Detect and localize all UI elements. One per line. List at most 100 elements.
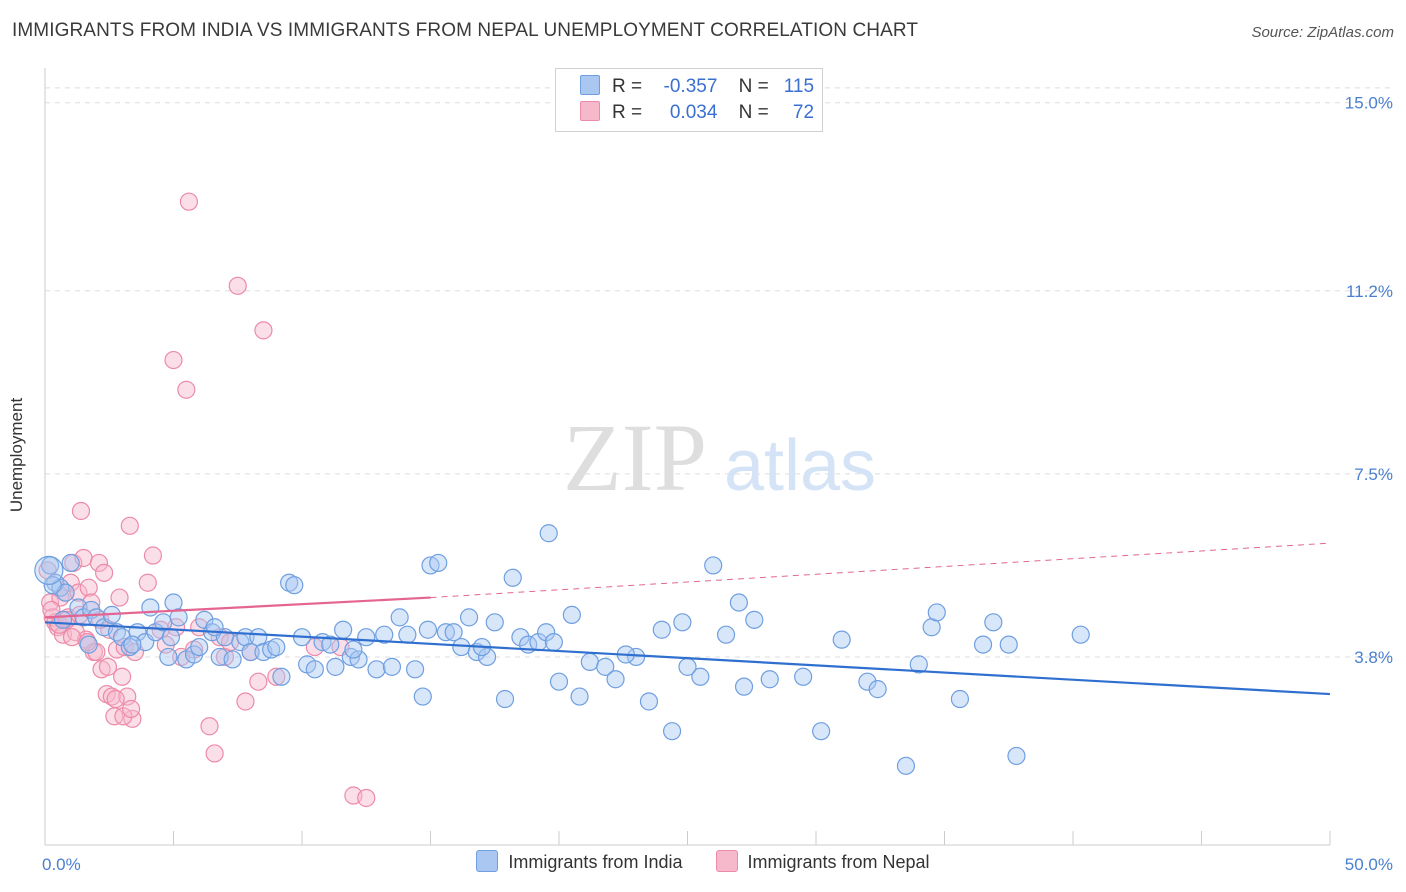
nepal-point-46 xyxy=(200,717,219,736)
nepal-point-69 xyxy=(106,689,125,709)
india-point-67 xyxy=(511,628,530,647)
nepal-point-20 xyxy=(89,553,109,573)
nepal-legend-label: Immigrants from Nepal xyxy=(747,852,930,872)
legend-row-india: R = -0.357 N = 115 xyxy=(580,75,814,101)
india-point-80 xyxy=(652,620,671,639)
india-point-50 xyxy=(375,625,394,644)
india-point-55 xyxy=(413,687,432,706)
india-point-cluster xyxy=(34,555,64,585)
nepal-point-36 xyxy=(143,546,163,565)
nepal-point-70 xyxy=(114,707,133,726)
india-trend-line xyxy=(44,621,1331,696)
watermark-zip: ZIP xyxy=(563,404,707,511)
nepal-point-54 xyxy=(249,672,268,691)
india-point-41 xyxy=(305,660,324,679)
y-tick-label-0: 3.8% xyxy=(1354,648,1393,667)
india-point-16 xyxy=(141,598,160,617)
india-point-47 xyxy=(349,650,368,669)
india-r-label: R = xyxy=(612,76,643,97)
india-point-115 xyxy=(539,524,558,543)
india-point-59 xyxy=(444,623,463,642)
nepal-swatch xyxy=(580,101,600,121)
india-point-58 xyxy=(436,623,456,642)
nepal-point-12 xyxy=(69,583,88,602)
legend-row-nepal: R = 0.034 N = 72 xyxy=(580,101,814,127)
india-point-24 xyxy=(190,637,209,657)
nepal-point-43 xyxy=(179,192,199,211)
india-point-86 xyxy=(729,593,749,612)
nepal-point-1 xyxy=(41,593,60,612)
nepal-point-60 xyxy=(357,788,376,808)
nepal-point-19 xyxy=(87,642,106,662)
india-point-111 xyxy=(267,637,286,657)
trend-lines xyxy=(44,542,1331,696)
nepal-n-value: 72 xyxy=(792,102,815,123)
india-point-52 xyxy=(390,608,409,627)
nepal-point-47 xyxy=(205,744,224,763)
india-point-96 xyxy=(909,655,928,674)
india-point-105 xyxy=(43,576,62,595)
india-point-36 xyxy=(272,667,291,686)
nepal-point-35 xyxy=(138,573,157,592)
y-tick-label-2: 11.2% xyxy=(1346,282,1393,301)
india-point-11 xyxy=(107,623,127,642)
india-point-79 xyxy=(639,692,659,711)
india-point-75 xyxy=(580,652,599,672)
watermark-atlas: atlas xyxy=(724,426,876,506)
india-point-93 xyxy=(858,672,877,691)
nepal-r-label: R = xyxy=(612,102,643,123)
nepal-point-61 xyxy=(42,600,61,620)
india-point-104 xyxy=(1071,625,1090,644)
india-point-71 xyxy=(544,633,563,652)
india-r-value: -0.357 xyxy=(663,76,718,97)
correlation-legend: R = -0.357 N = 115 R = 0.034 N = 72 xyxy=(555,68,823,132)
india-point-43 xyxy=(321,635,340,654)
india-point-21 xyxy=(169,608,188,627)
india-point-99 xyxy=(950,689,970,709)
nepal-point-51 xyxy=(228,276,247,295)
india-point-117 xyxy=(678,657,697,676)
nepal-point-64 xyxy=(62,628,82,647)
india-point-103 xyxy=(1007,746,1026,766)
india-swatch xyxy=(580,75,600,95)
india-point-88 xyxy=(745,610,764,629)
india-point-45 xyxy=(334,620,353,639)
india-point-63 xyxy=(477,647,497,667)
india-point-73 xyxy=(562,605,581,625)
india-point-82 xyxy=(673,613,692,632)
india-point-49 xyxy=(367,660,386,679)
india-point-95 xyxy=(896,756,916,775)
india-point-76 xyxy=(596,657,615,676)
india-point-81 xyxy=(662,722,682,741)
india-point-113 xyxy=(418,620,438,639)
india-point-90 xyxy=(794,667,813,686)
india-point-94 xyxy=(868,680,887,699)
india-point-64 xyxy=(485,613,504,632)
india-point-53 xyxy=(398,625,417,644)
nepal-point-68 xyxy=(98,657,118,676)
india-point-32 xyxy=(241,642,260,662)
india-point-108 xyxy=(123,635,142,654)
india-legend-label: Immigrants from India xyxy=(508,852,683,872)
india-series xyxy=(34,524,1090,775)
nepal-trend-line xyxy=(44,596,431,619)
nepal-n-label: N = xyxy=(738,102,769,123)
india-point-54 xyxy=(405,660,425,679)
nepal-point-52 xyxy=(236,692,255,711)
india-point-60 xyxy=(452,637,471,657)
nepal-point-42 xyxy=(177,380,196,399)
nepal-point-16 xyxy=(79,578,98,597)
legend-item-india: Immigrants from India xyxy=(476,850,682,873)
nepal-point-9 xyxy=(61,573,80,592)
axes xyxy=(44,68,1331,846)
x-tick-labels: 0.0% 50.0% xyxy=(42,855,1393,874)
india-point-38 xyxy=(285,576,304,595)
series-legend: Immigrants from India Immigrants from Ne… xyxy=(0,850,1406,873)
india-point-61 xyxy=(459,608,479,627)
india-n-label: N = xyxy=(738,76,769,97)
india-point-89 xyxy=(760,670,779,689)
nepal-point-56 xyxy=(267,667,286,686)
y-tick-label-1: 7.5% xyxy=(1354,465,1393,484)
chart-title: IMMIGRANTS FROM INDIA VS IMMIGRANTS FROM… xyxy=(12,20,919,41)
